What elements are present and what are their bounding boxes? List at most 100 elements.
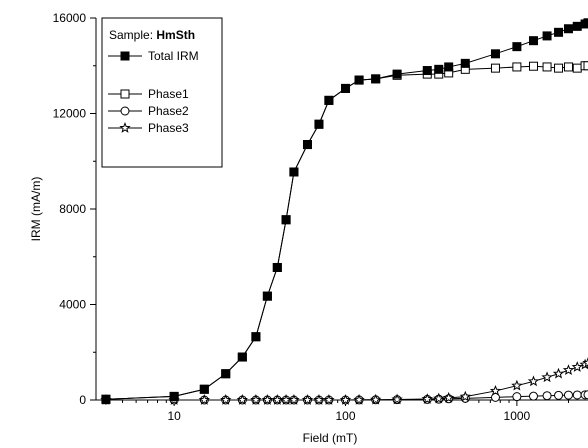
data-point xyxy=(583,18,588,28)
data-point xyxy=(512,392,522,402)
data-point xyxy=(528,391,538,401)
data-point xyxy=(554,63,564,73)
data-point xyxy=(563,24,573,34)
data-point xyxy=(314,119,324,129)
data-point xyxy=(583,61,588,71)
data-point xyxy=(392,69,402,79)
data-point xyxy=(563,62,573,72)
data-point xyxy=(221,369,231,379)
data-point xyxy=(582,357,588,368)
data-point xyxy=(542,31,552,41)
data-point xyxy=(421,393,433,404)
data-point xyxy=(370,393,382,405)
legend-items: Total IRM Phase1 Phase2 Phase3 xyxy=(108,49,199,135)
data-point xyxy=(101,394,111,404)
data-point xyxy=(323,394,335,405)
data-point xyxy=(353,393,365,405)
data-point xyxy=(443,391,455,403)
data-point xyxy=(490,49,500,59)
x-tick-label: 100 xyxy=(335,409,355,423)
series-total-irm xyxy=(101,18,588,404)
data-point xyxy=(583,390,588,400)
series-layer xyxy=(100,18,588,405)
plot-area: 10 100 1000 0 4000 8000 12000 16000 xyxy=(53,11,588,423)
data-point xyxy=(341,83,351,93)
data-point xyxy=(511,379,523,391)
data-point xyxy=(433,392,445,404)
data-point xyxy=(324,95,334,105)
data-point xyxy=(250,394,262,405)
data-point xyxy=(527,375,540,387)
legend-item: Total IRM xyxy=(108,49,199,63)
legend-label: Phase3 xyxy=(148,121,189,135)
legend-item: Phase1 xyxy=(108,87,189,101)
data-point xyxy=(541,371,553,383)
data-point xyxy=(460,58,470,68)
data-point xyxy=(237,352,247,362)
data-point xyxy=(220,394,232,405)
data-point xyxy=(371,74,381,84)
data-point xyxy=(198,394,210,405)
legend-label: Phase2 xyxy=(148,104,189,118)
data-point xyxy=(313,394,325,405)
data-point xyxy=(434,64,444,74)
data-point xyxy=(512,42,522,52)
legend-marker xyxy=(120,51,130,61)
legend-sample-title: Sample: HmSth xyxy=(109,28,195,42)
data-point xyxy=(251,332,261,342)
data-point xyxy=(199,384,209,394)
data-point xyxy=(490,63,500,73)
data-point xyxy=(281,215,291,225)
data-point xyxy=(572,21,582,31)
data-point xyxy=(271,394,283,405)
legend-label: Phase1 xyxy=(148,87,189,101)
data-point xyxy=(562,364,575,375)
data-point xyxy=(391,393,403,405)
legend-sample-name: HmSth xyxy=(156,28,195,42)
data-point xyxy=(354,75,364,85)
x-axis-label: Field (mT) xyxy=(303,431,358,445)
data-point xyxy=(169,391,179,401)
y-tick-label: 0 xyxy=(79,393,86,407)
data-point xyxy=(444,62,454,72)
data-point xyxy=(302,140,312,150)
data-point xyxy=(571,361,583,372)
data-point xyxy=(236,394,249,405)
legend-sample-prefix: Sample: xyxy=(109,28,156,42)
legend-item: Phase3 xyxy=(108,121,189,135)
data-point xyxy=(489,384,502,396)
data-point xyxy=(528,61,538,71)
legend: Sample: HmSth Total IRM Phase1 Phase2 Phase… xyxy=(101,17,223,168)
legend-marker xyxy=(120,106,130,116)
y-tick-label: 16000 xyxy=(53,11,87,25)
data-point xyxy=(301,394,314,405)
data-point xyxy=(339,394,352,405)
data-point xyxy=(572,63,582,73)
data-point xyxy=(542,62,552,72)
y-tick-label: 8000 xyxy=(59,202,86,216)
data-point xyxy=(528,36,538,46)
data-point xyxy=(572,390,582,400)
legend-marker xyxy=(119,122,131,133)
data-point xyxy=(512,62,522,72)
legend-marker xyxy=(120,89,130,99)
data-point xyxy=(552,367,565,379)
data-point xyxy=(422,66,432,76)
legend-label: Total IRM xyxy=(148,49,199,63)
data-point xyxy=(261,394,274,405)
data-point xyxy=(459,390,471,402)
y-axis-label: IRM (mA/m) xyxy=(29,177,43,242)
data-point xyxy=(262,291,272,301)
y-axis-ticks: 0 4000 8000 12000 16000 xyxy=(53,11,96,407)
data-point xyxy=(289,167,299,177)
y-tick-label: 12000 xyxy=(53,107,87,121)
x-tick-label: 1000 xyxy=(504,409,531,423)
y-tick-label: 4000 xyxy=(59,298,86,312)
data-point xyxy=(554,390,564,400)
data-point xyxy=(272,262,282,272)
data-point xyxy=(554,27,564,37)
x-tick-label: 10 xyxy=(167,409,181,423)
data-point xyxy=(288,394,300,405)
data-point xyxy=(542,391,552,401)
